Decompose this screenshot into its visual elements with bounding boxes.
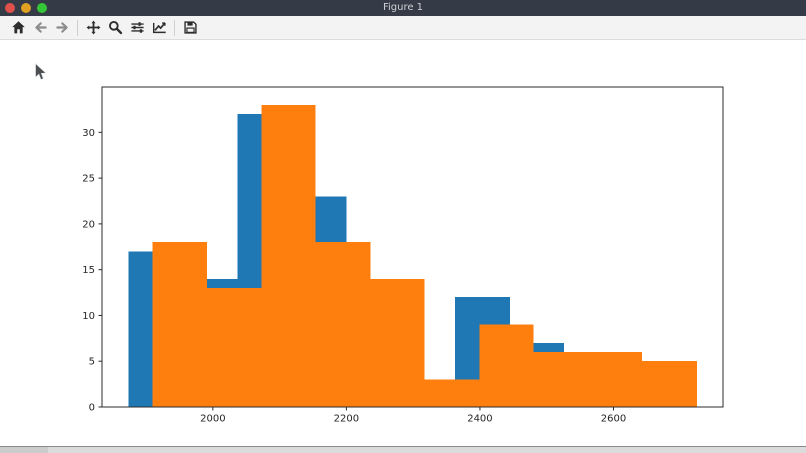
histogram-bar bbox=[424, 379, 480, 407]
save-floppy-icon bbox=[183, 21, 197, 34]
y-tick-label: 20 bbox=[82, 219, 95, 230]
pan-button[interactable] bbox=[82, 17, 104, 39]
edit-axes-button[interactable] bbox=[148, 17, 170, 39]
navigation-toolbar bbox=[0, 16, 806, 40]
x-tick-label: 2400 bbox=[467, 414, 492, 425]
y-tick-label: 10 bbox=[82, 311, 95, 322]
magnifier-icon bbox=[108, 21, 122, 35]
maximize-button[interactable] bbox=[37, 3, 47, 13]
x-tick-label: 2000 bbox=[200, 414, 225, 425]
x-tick-label: 2600 bbox=[601, 414, 626, 425]
histogram-bar bbox=[533, 352, 589, 407]
window-title: Figure 1 bbox=[382, 2, 424, 13]
close-button[interactable] bbox=[5, 3, 15, 13]
plot-svg: 2000 2200 2400 2600 0 5 10 15 20 25 30 bbox=[82, 86, 724, 425]
toolbar-separator bbox=[174, 19, 175, 36]
zoom-rect-button[interactable] bbox=[104, 17, 126, 39]
histogram-bar bbox=[642, 361, 697, 407]
save-button[interactable] bbox=[179, 17, 201, 39]
traffic-lights bbox=[0, 3, 47, 13]
forward-button[interactable] bbox=[51, 17, 73, 39]
back-arrow-icon bbox=[34, 22, 47, 33]
sliders-icon bbox=[130, 22, 144, 33]
axes-frame bbox=[101, 86, 724, 408]
histogram-bar bbox=[152, 242, 207, 407]
mouse-cursor-icon bbox=[34, 62, 47, 86]
home-icon bbox=[11, 21, 25, 34]
histogram-bar bbox=[315, 242, 371, 407]
y-tick-label: 25 bbox=[82, 174, 95, 185]
pan-move-icon bbox=[86, 20, 100, 35]
home-button[interactable] bbox=[7, 17, 29, 39]
y-tick-label: 15 bbox=[82, 265, 95, 276]
y-tick-label: 30 bbox=[82, 128, 95, 139]
line-chart-icon bbox=[152, 22, 166, 34]
toolbar-separator bbox=[77, 19, 78, 36]
back-button[interactable] bbox=[29, 17, 51, 39]
status-bar-segment bbox=[0, 447, 48, 453]
configure-subplots-button[interactable] bbox=[126, 17, 148, 39]
histogram-bar bbox=[588, 352, 643, 407]
y-tick-label: 5 bbox=[89, 357, 95, 368]
histogram-bar bbox=[479, 324, 534, 407]
x-tick-label: 2200 bbox=[334, 414, 359, 425]
y-tick-label: 0 bbox=[89, 403, 95, 414]
minimize-button[interactable] bbox=[21, 3, 31, 13]
histogram-bar bbox=[370, 278, 425, 407]
title-bar: Figure 1 bbox=[0, 0, 806, 16]
forward-arrow-icon bbox=[55, 22, 68, 33]
figure-canvas[interactable]: 2000 2200 2400 2600 0 5 10 15 20 25 30 bbox=[0, 40, 806, 446]
histogram-bar bbox=[261, 104, 316, 408]
status-bar bbox=[0, 446, 806, 453]
histogram-bar bbox=[206, 288, 262, 407]
